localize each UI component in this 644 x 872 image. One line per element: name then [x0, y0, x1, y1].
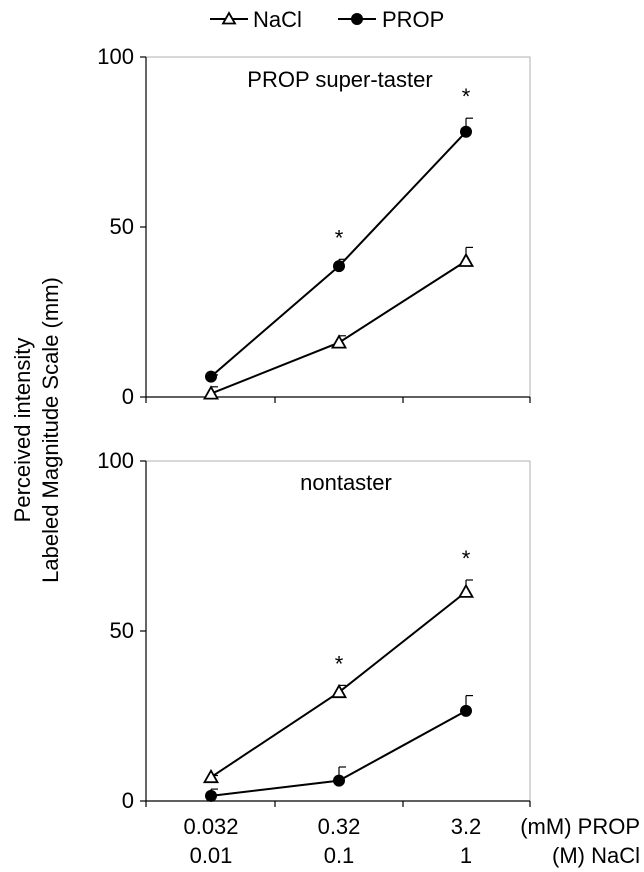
legend: NaCl PROP — [210, 7, 444, 32]
point-prop-1 — [333, 260, 345, 273]
x-tick-label-nacl-2: 1 — [460, 843, 472, 868]
y-tick-label-bottom-2: 100 — [97, 448, 134, 473]
x-axis-unit-nacl: (M) NaCl — [552, 843, 640, 868]
legend-item-nacl: NaCl — [210, 7, 302, 32]
point-prop-1 — [333, 774, 345, 787]
legend-marker-nacl — [221, 11, 237, 25]
error-bars-top — [210, 117, 473, 394]
legend-label-nacl: NaCl — [253, 7, 302, 32]
point-nacl-1 — [330, 334, 348, 349]
series-markers-bottom — [202, 583, 475, 802]
point-nacl-0 — [202, 385, 220, 400]
x-axis-labels: 0.032 0.32 3.2 (mM) PROP 0.01 0.1 1 (M) … — [183, 814, 640, 868]
series-markers-top — [202, 125, 475, 400]
x-tick-label-nacl-0: 0.01 — [190, 843, 233, 868]
y-tick-label-bottom-0: 0 — [122, 788, 134, 813]
series-line-nacl — [210, 260, 467, 395]
point-nacl-1 — [330, 683, 348, 699]
point-nacl-2 — [457, 252, 475, 267]
x-tick-label-nacl-1: 0.1 — [324, 843, 355, 868]
point-nacl-2 — [457, 583, 475, 598]
y-ticks-bottom: 0 50 100 — [97, 448, 146, 813]
panel-title-bottom: nontaster — [300, 470, 392, 495]
point-prop-0 — [205, 370, 217, 383]
y-tick-label-top-1: 50 — [110, 214, 134, 239]
point-prop-2 — [460, 125, 472, 138]
series-line-nacl — [210, 591, 467, 779]
x-tick-label-prop-0: 0.032 — [183, 814, 238, 839]
legend-item-prop: PROP — [338, 7, 444, 32]
y-ticks-top: 0 50 100 — [97, 44, 146, 409]
point-prop-0 — [205, 789, 217, 802]
x-ticks-top — [145, 397, 531, 403]
significance-top: ** — [335, 84, 471, 250]
x-ticks-bottom — [145, 801, 531, 807]
significance-star-top-2: * — [462, 84, 471, 109]
x-tick-label-prop-2: 3.2 — [451, 814, 482, 839]
y-tick-label-bottom-1: 50 — [110, 618, 134, 643]
y-tick-label-top-0: 0 — [122, 384, 134, 409]
legend-marker-prop — [351, 13, 363, 25]
significance-bottom: ** — [335, 546, 471, 676]
significance-star-top-1: * — [335, 225, 344, 250]
y-axis-label: Perceived intensity Labeled Magnitude Sc… — [10, 277, 63, 583]
significance-star-bottom-2: * — [462, 546, 471, 571]
y-tick-label-top-2: 100 — [97, 44, 134, 69]
point-nacl-0 — [202, 768, 220, 784]
x-tick-label-prop-1: 0.32 — [318, 814, 361, 839]
point-prop-2 — [460, 704, 472, 717]
legend-label-prop: PROP — [382, 7, 444, 32]
y-axis-label-line-2: Labeled Magnitude Scale (mm) — [38, 277, 63, 583]
error-bars-bottom — [210, 579, 473, 796]
x-axis-unit-prop: (mM) PROP — [520, 814, 640, 839]
significance-star-bottom-1: * — [335, 651, 344, 676]
panel-title-top: PROP super-taster — [247, 67, 432, 92]
y-axis-label-line-1: Perceived intensity — [10, 338, 35, 523]
plot-frame-bottom — [145, 460, 531, 802]
